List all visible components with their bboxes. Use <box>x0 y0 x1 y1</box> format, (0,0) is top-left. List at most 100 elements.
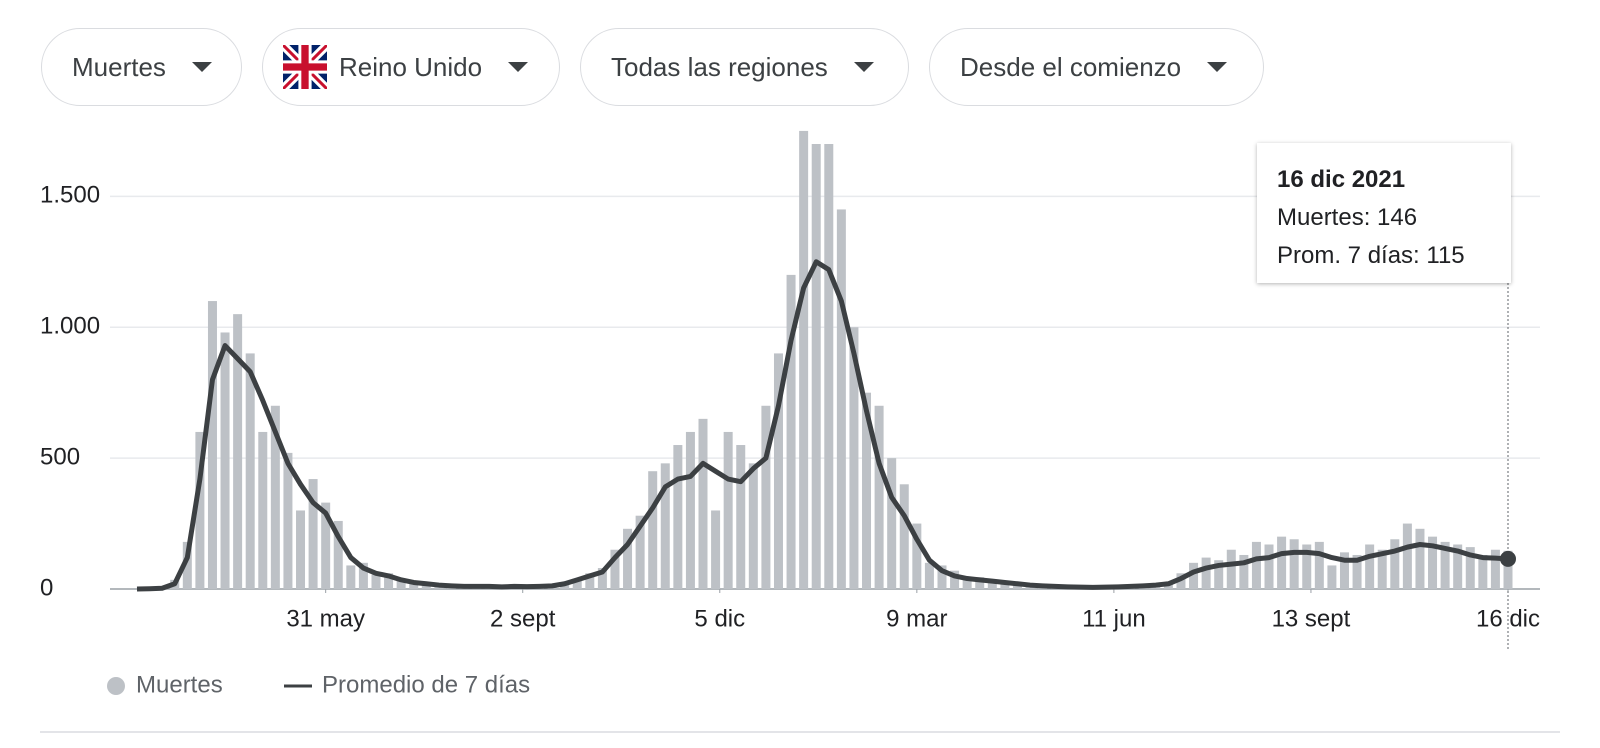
y-tick-label: 1.000 <box>40 313 100 340</box>
bar <box>811 144 821 589</box>
bar <box>321 502 331 589</box>
bar <box>1377 549 1387 589</box>
bar <box>1465 547 1475 589</box>
legend-label: Promedio de 7 días <box>322 671 530 698</box>
legend-swatch <box>107 677 125 695</box>
dropdown-arrow <box>508 62 529 72</box>
bar <box>748 463 758 589</box>
bar <box>1201 557 1211 589</box>
bar <box>723 431 733 589</box>
bar <box>1402 523 1412 589</box>
bar <box>1428 536 1438 589</box>
metric-dropdown[interactable]: Muertes <box>41 28 242 106</box>
bar <box>912 523 922 589</box>
bar <box>836 209 846 590</box>
bar <box>975 577 985 589</box>
dropdown-arrow <box>191 62 212 72</box>
x-tick-label: 13 sept <box>1272 605 1351 632</box>
bar <box>673 445 683 589</box>
bar <box>761 405 771 589</box>
y-tick-label: 500 <box>40 443 80 470</box>
bar <box>195 431 205 589</box>
bar <box>786 274 796 589</box>
hover-dot <box>1500 550 1516 567</box>
x-tick-label: 9 mar <box>886 605 947 632</box>
bar <box>824 144 834 589</box>
tooltip-line: Muertes: 146 <box>1277 204 1418 231</box>
x-tick-label: 11 jun <box>1082 605 1146 632</box>
metric-label: Muertes <box>72 51 166 82</box>
bar <box>585 573 595 589</box>
bar <box>773 353 783 589</box>
bar <box>1000 581 1010 589</box>
y-tick-label: 1.500 <box>40 182 100 209</box>
bar <box>987 579 997 589</box>
bar <box>396 578 406 589</box>
bar <box>1302 544 1312 589</box>
bar <box>1503 550 1513 589</box>
bar <box>1478 554 1488 589</box>
bar <box>1440 541 1450 589</box>
bar <box>862 392 872 589</box>
bar <box>799 130 809 590</box>
bar <box>346 565 356 589</box>
bar <box>296 510 306 589</box>
bar <box>1365 544 1375 589</box>
bar <box>698 418 708 589</box>
bar <box>384 573 394 589</box>
bar <box>270 405 280 589</box>
tooltip-line: Prom. 7 días: 115 <box>1277 242 1465 269</box>
bar <box>409 581 419 589</box>
legend-label: Muertes <box>136 671 223 698</box>
bar <box>685 431 695 589</box>
bar <box>258 431 268 589</box>
bar <box>924 562 934 589</box>
bar <box>937 565 947 589</box>
bar <box>371 574 381 589</box>
bar <box>950 570 960 589</box>
bar <box>1251 541 1261 589</box>
bar <box>308 479 318 589</box>
bar <box>333 520 343 589</box>
country-dropdown[interactable]: Reino Unido <box>262 28 560 106</box>
country-label: Reino Unido <box>339 51 483 82</box>
x-tick-label: 31 may <box>286 605 365 632</box>
bar <box>635 515 645 589</box>
bar <box>1453 544 1463 589</box>
bar <box>1390 539 1400 589</box>
region-dropdown[interactable]: Todas las regiones <box>580 28 909 106</box>
bar <box>1415 528 1425 589</box>
bar <box>660 463 670 589</box>
bar <box>610 549 620 589</box>
bar <box>736 445 746 589</box>
region-label: Todas las regiones <box>611 51 828 82</box>
bar <box>1277 536 1287 589</box>
bar <box>849 327 859 589</box>
bar <box>220 332 230 589</box>
bar <box>233 314 243 589</box>
dropdown-arrow <box>853 62 874 72</box>
bar <box>1189 562 1199 589</box>
bar <box>887 458 897 589</box>
tooltip: 16 dic 2021 Muertes: 146 Prom. 7 días: 1… <box>1257 143 1511 283</box>
bar <box>623 528 633 589</box>
x-tick-label: 2 sept <box>490 605 556 632</box>
tooltip-date: 16 dic 2021 <box>1277 166 1406 193</box>
bar <box>597 568 607 589</box>
bar <box>1289 539 1299 589</box>
bar <box>899 484 909 589</box>
bar <box>1226 549 1236 589</box>
bar <box>711 510 721 589</box>
period-dropdown[interactable]: Desde el comienzo <box>929 28 1264 106</box>
bar <box>1339 552 1349 589</box>
bar <box>1352 554 1362 589</box>
bar <box>1327 565 1337 589</box>
bar <box>182 541 192 589</box>
bar <box>648 471 658 589</box>
bar <box>1490 549 1500 589</box>
period-label: Desde el comienzo <box>960 51 1182 82</box>
uk-flag <box>283 45 327 89</box>
dropdown-arrow <box>1207 62 1228 72</box>
bar <box>245 353 255 589</box>
